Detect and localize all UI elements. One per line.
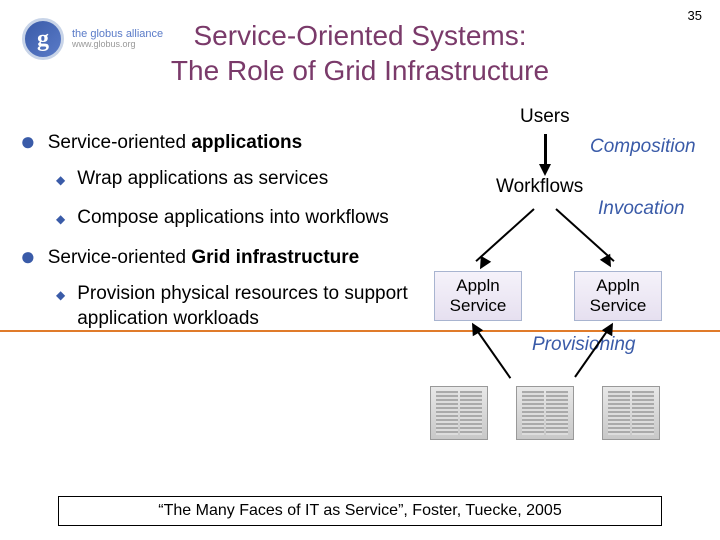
bullet-1b-text: Compose applications into workflows — [77, 205, 389, 231]
composition-label: Composition — [590, 136, 696, 158]
title-line2: The Role of Grid Infrastructure — [171, 55, 549, 86]
bullet-2-bold: Grid infrastructure — [191, 247, 359, 268]
bullet-1a-text: Wrap applications as services — [77, 166, 328, 192]
bullet-dot-icon: ● — [20, 245, 36, 271]
bullet-2a: ◆ Provision physical resources to suppor… — [56, 281, 415, 332]
bullet-1b: ◆ Compose applications into workflows — [56, 205, 415, 231]
appln-label: Appln Service — [435, 276, 521, 315]
bullet-2a-text: Provision physical resources to support … — [77, 281, 415, 332]
bullet-1-pre: Service-oriented — [48, 132, 192, 153]
diamond-icon: ◆ — [56, 211, 65, 231]
diagram: Users Composition Workflows Invocation A… — [420, 106, 710, 486]
arrow-line — [544, 134, 547, 166]
server-icon — [602, 386, 660, 440]
server-icon — [430, 386, 488, 440]
citation: “The Many Faces of IT as Service”, Foste… — [58, 496, 662, 526]
bullet-1a: ◆ Wrap applications as services — [56, 166, 415, 192]
bullet-1: ● Service-oriented applications — [20, 130, 415, 156]
users-label: Users — [520, 106, 570, 128]
appln-service-box: Appln Service — [434, 271, 522, 321]
arrow-line — [475, 328, 511, 378]
title-line1: Service-Oriented Systems: — [194, 20, 527, 51]
content-bullets: ● Service-oriented applications ◆ Wrap a… — [20, 130, 415, 346]
server-icon — [516, 386, 574, 440]
arrow-down-icon — [539, 164, 551, 176]
bullet-2-pre: Service-oriented — [48, 247, 192, 268]
workflows-label: Workflows — [496, 176, 583, 198]
arrow-down-icon — [600, 254, 616, 270]
arrow-line — [475, 208, 534, 262]
diamond-icon: ◆ — [56, 172, 65, 192]
diamond-icon: ◆ — [56, 287, 65, 332]
bullet-dot-icon: ● — [20, 130, 36, 156]
provisioning-label: Provisioning — [532, 334, 636, 356]
slide-title: Service-Oriented Systems: The Role of Gr… — [0, 18, 720, 88]
invocation-label: Invocation — [598, 198, 685, 220]
appln-service-box: Appln Service — [574, 271, 662, 321]
bullet-1-bold: applications — [191, 132, 302, 153]
bullet-2: ● Service-oriented Grid infrastructure — [20, 245, 415, 271]
appln-label: Appln Service — [575, 276, 661, 315]
bullet-2-text: Service-oriented Grid infrastructure — [48, 245, 360, 271]
bullet-1-text: Service-oriented applications — [48, 130, 302, 156]
